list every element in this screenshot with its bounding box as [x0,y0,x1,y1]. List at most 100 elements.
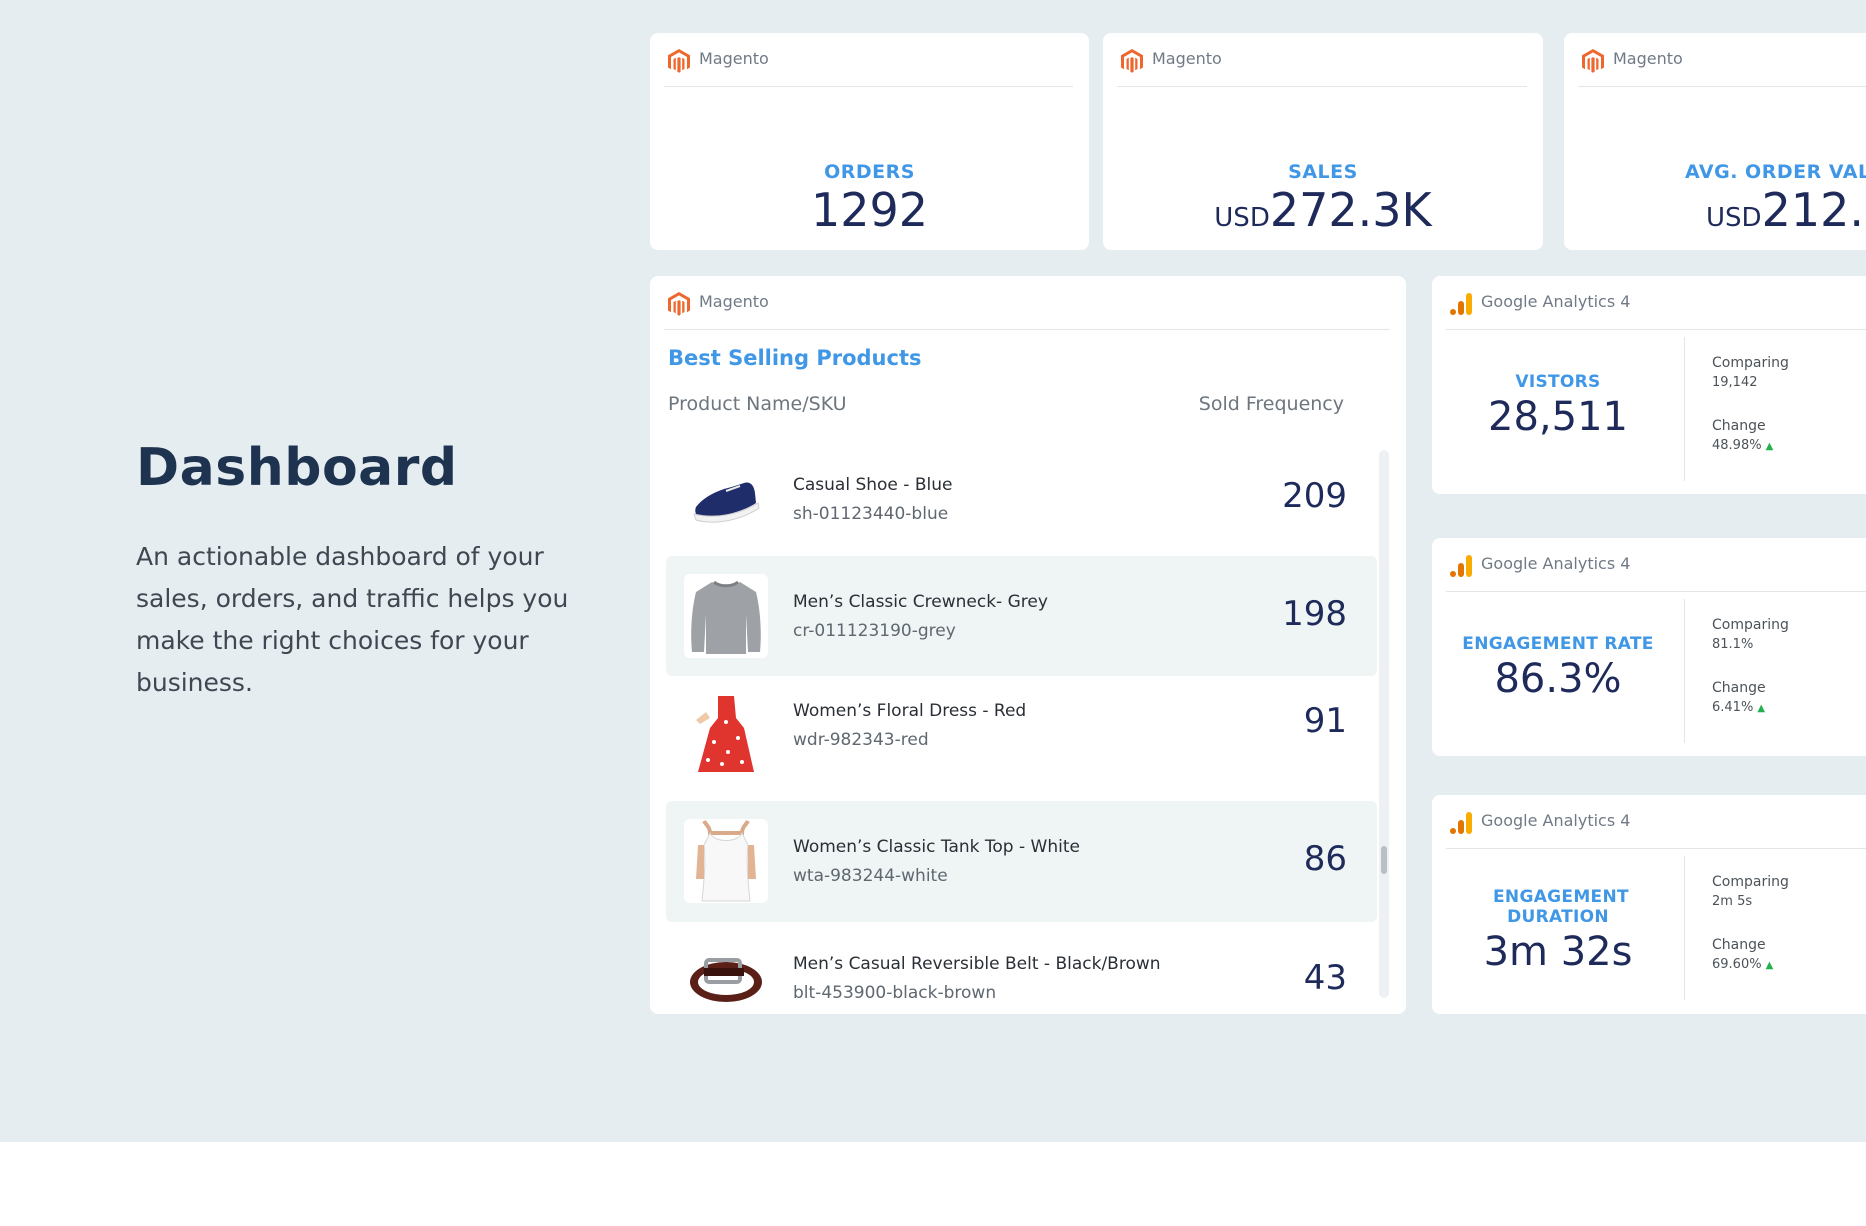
source-label: Magento [699,49,769,68]
column-header-product: Product Name/SKU [668,393,847,415]
comparing-block: Comparing 2m 5s [1712,873,1789,911]
page-background: Dashboard An actionable dashboard of you… [0,0,1866,1142]
product-name: Women’s Floral Dress - Red [793,701,1027,721]
scrollbar-thumb[interactable] [1381,846,1387,874]
belt-icon [684,940,768,1014]
source-label: Magento [699,292,769,311]
metric-label: ENGAGEMENT DURATION [1493,887,1629,927]
kpi-value: 1292 [650,183,1089,237]
metric-value: 86.3% [1494,656,1622,702]
divider [1684,337,1685,481]
triangle-up-icon: ▲ [1757,703,1766,714]
change-label: Change [1712,418,1766,434]
source-label: Google Analytics 4 [1481,811,1631,830]
scrollbar-track[interactable] [1379,450,1389,998]
source-label: Google Analytics 4 [1481,554,1631,573]
product-sku: sh-01123440-blue [793,504,949,524]
comparing-label: Comparing [1712,617,1789,633]
sold-frequency: 198 [1282,594,1347,634]
card-header: Google Analytics 4 [1446,276,1866,330]
magento-logo-icon [1582,49,1604,73]
comparing-label: Comparing [1712,874,1789,890]
kpi-card-avg-order-value[interactable]: Magento AVG. ORDER VALU USD212.3 [1564,33,1866,250]
tank-top-icon [684,819,768,903]
product-name: Men’s Casual Reversible Belt - Black/Bro… [793,954,1161,974]
comparing-label: Comparing [1712,355,1789,371]
card-header: Google Analytics 4 [1446,795,1866,849]
section-title: Best Selling Products [668,346,922,370]
sold-frequency: 43 [1303,958,1347,998]
product-name: Casual Shoe - Blue [793,475,953,495]
card-header: Magento [664,276,1390,330]
product-sku: wdr-982343-red [793,730,929,750]
page-description: An actionable dashboard of your sales, o… [136,542,569,697]
product-sku: blt-453900-black-brown [793,983,997,1003]
change-block: Change 69.60% ▲ [1712,936,1773,975]
change-value: 69.60% [1712,957,1762,972]
page-title: Dashboard [136,438,458,498]
comparing-block: Comparing 81.1% [1712,616,1789,654]
ga-metric: ENGAGEMENT RATE 86.3% [1432,634,1684,704]
product-row[interactable]: Women’s Classic Tank Top - White wta-983… [666,801,1377,922]
product-row[interactable]: Women’s Floral Dress - Red wdr-982343-re… [666,676,1377,801]
divider [1684,856,1685,1000]
ga-card-engagement-duration[interactable]: Google Analytics 4 ENGAGEMENT DURATION 3… [1432,795,1866,1014]
kpi-number: 212.3 [1761,183,1866,237]
source-label: Magento [1613,49,1683,68]
metric-value: 3m 32s [1483,929,1633,975]
ga-metric: VISTORS 28,511 [1432,372,1684,442]
change-value: 48.98% [1712,438,1762,453]
magento-logo-icon [1121,49,1143,73]
sweater-icon [684,574,768,658]
kpi-number: 272.3K [1269,183,1432,237]
change-row: 48.98% ▲ [1712,436,1773,456]
google-analytics-icon [1450,812,1472,834]
magento-logo-icon [668,49,690,73]
change-label: Change [1712,937,1766,953]
kpi-label: ORDERS [824,161,915,183]
shoe-icon [684,459,768,543]
change-value: 6.41% [1712,700,1754,715]
kpi-card-sales[interactable]: Magento SALES USD272.3K [1103,33,1543,250]
comparing-value: 81.1% [1712,637,1754,652]
ga-metric: ENGAGEMENT DURATION 3m 32s [1432,887,1684,977]
best-selling-products-card: Magento Best Selling Products Product Na… [650,276,1406,1014]
card-header: Magento [664,33,1073,87]
comparing-block: Comparing 19,142 [1712,354,1789,392]
change-row: 69.60% ▲ [1712,955,1773,975]
comparing-value: 2m 5s [1712,894,1753,909]
card-header: Google Analytics 4 [1446,538,1866,592]
product-row[interactable]: Men’s Classic Crewneck- Grey cr-01112319… [666,556,1377,676]
sold-frequency: 209 [1282,476,1347,516]
source-label: Magento [1152,49,1222,68]
metric-label: ENGAGEMENT RATE [1462,634,1654,654]
triangle-up-icon: ▲ [1765,441,1774,452]
product-row[interactable]: Men’s Casual Reversible Belt - Black/Bro… [666,922,1377,1014]
source-label: Google Analytics 4 [1481,292,1631,311]
product-row[interactable]: Casual Shoe - Blue sh-01123440-blue 209 [666,446,1377,556]
triangle-up-icon: ▲ [1765,960,1774,971]
kpi-label: AVG. ORDER VALU [1685,161,1866,183]
google-analytics-icon [1450,293,1472,315]
dress-icon [684,692,768,776]
ga-card-visitors[interactable]: Google Analytics 4 VISTORS 28,511 Compar… [1432,276,1866,494]
change-block: Change 48.98% ▲ [1712,417,1773,456]
kpi-number: 1292 [810,183,929,237]
google-analytics-icon [1450,555,1472,577]
sold-frequency: 86 [1303,839,1347,879]
column-header-sold-frequency: Sold Frequency [1198,393,1344,415]
product-name: Men’s Classic Crewneck- Grey [793,592,1048,612]
card-header: Magento [1578,33,1866,87]
change-row: 6.41% ▲ [1712,698,1766,718]
divider [1684,599,1685,743]
card-header: Magento [1117,33,1527,87]
metric-label: VISTORS [1515,372,1601,392]
kpi-label: SALES [1288,161,1358,183]
kpi-card-orders[interactable]: Magento ORDERS 1292 [650,33,1089,250]
sold-frequency: 91 [1303,701,1347,741]
change-block: Change 6.41% ▲ [1712,679,1766,718]
product-sku: cr-011123190-grey [793,621,956,641]
change-label: Change [1712,680,1766,696]
magento-logo-icon [668,292,690,316]
ga-card-engagement-rate[interactable]: Google Analytics 4 ENGAGEMENT RATE 86.3%… [1432,538,1866,756]
